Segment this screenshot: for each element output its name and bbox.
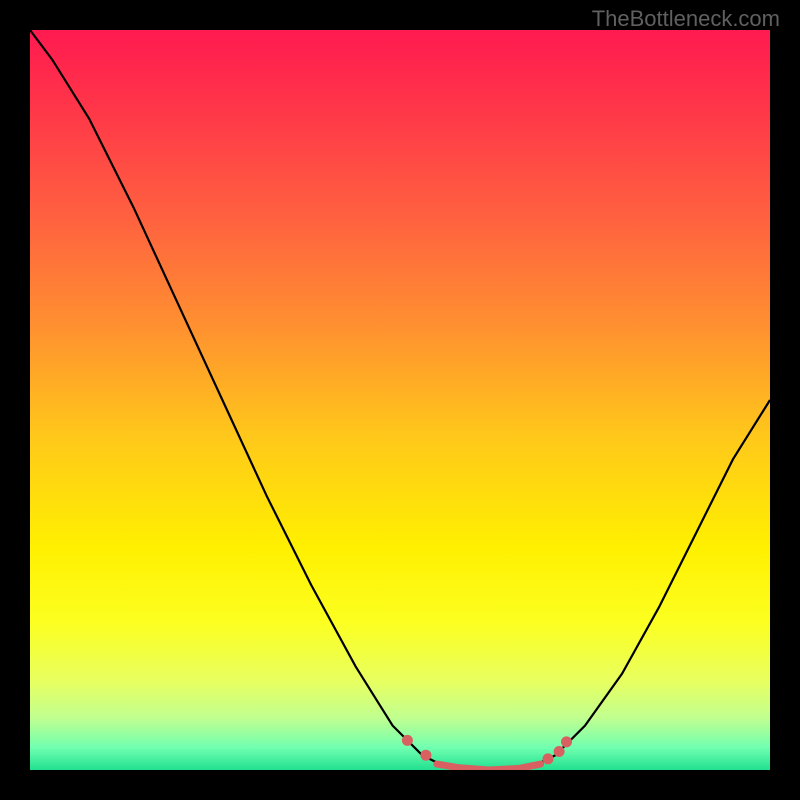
curve-layer: [30, 30, 770, 770]
optimal-markers: [402, 735, 572, 765]
bottleneck-curve: [30, 30, 770, 770]
plot-area: [30, 30, 770, 770]
watermark-text: TheBottleneck.com: [592, 6, 780, 32]
optimal-band: [437, 764, 541, 770]
